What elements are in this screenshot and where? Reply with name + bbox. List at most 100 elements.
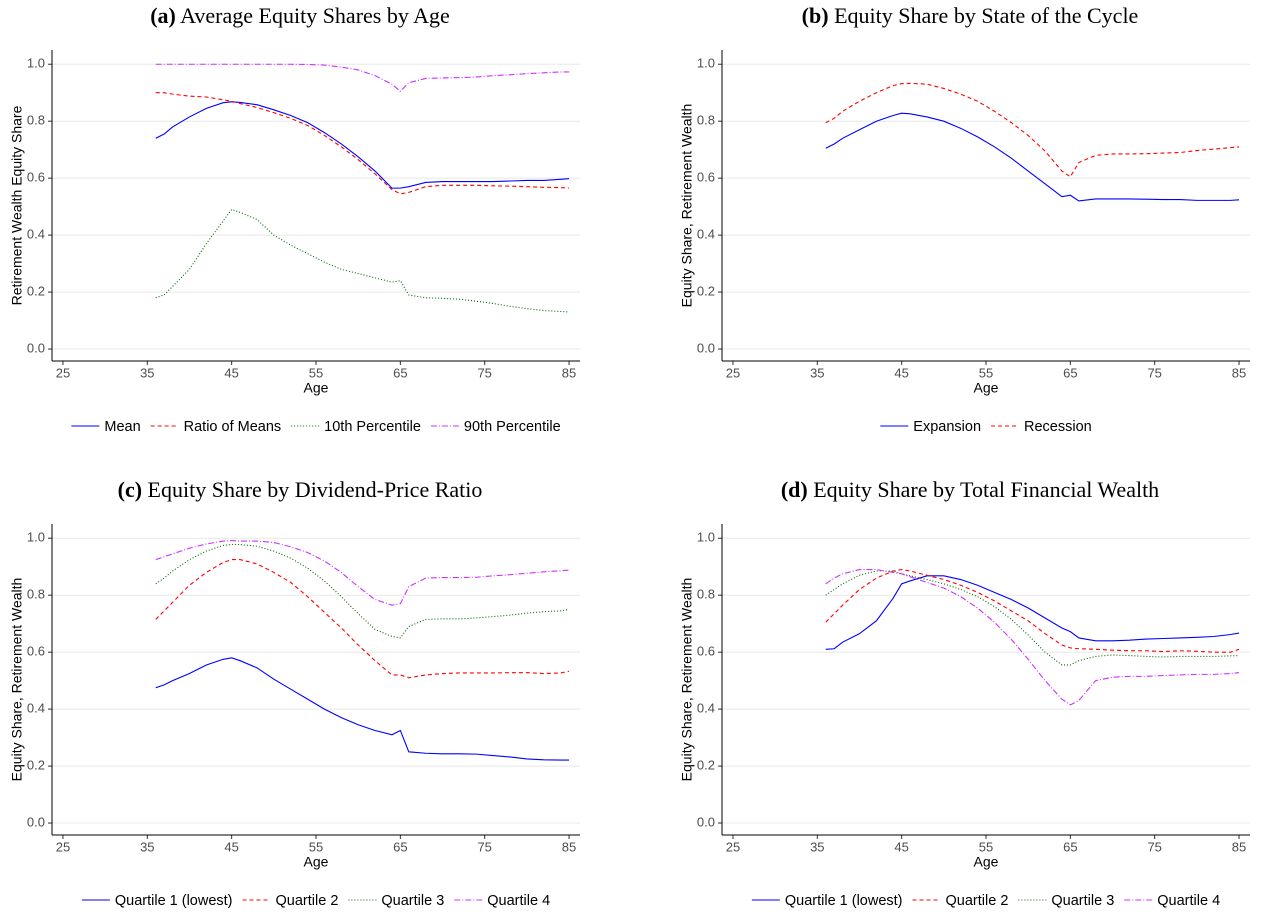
x-tick-label: 45 xyxy=(224,365,238,380)
legend: Quartile 1 (lowest) Quartile 2 Quartile 3 Q… xyxy=(81,893,550,909)
series-line xyxy=(825,569,1240,653)
y-tick-label: 0.8 xyxy=(697,113,715,128)
panel-label: (c) xyxy=(118,477,142,502)
x-axis-label: Age xyxy=(974,380,999,396)
x-tick-label: 55 xyxy=(309,839,323,854)
x-tick-label: 45 xyxy=(224,839,238,854)
panel: (a) Average Equity Shares by Age 0.0 0.2 0.… xyxy=(9,3,580,435)
x-tick-label: 55 xyxy=(309,365,323,380)
series-line xyxy=(155,559,570,679)
x-tick-label: 75 xyxy=(1147,365,1161,380)
x-tick-label: 65 xyxy=(393,365,407,380)
y-tick-label: 1.0 xyxy=(697,56,715,71)
panel: (b) Equity Share by State of the Cycle 0.… xyxy=(679,3,1250,435)
panel-title-text: Equity Share by Dividend-Price Ratio xyxy=(148,477,483,502)
x-tick-label: 85 xyxy=(1232,839,1246,854)
x-axis-label: Age xyxy=(304,380,329,396)
x-tick-label: 65 xyxy=(1063,365,1077,380)
panel-title-text: Equity Share by Total Financial Wealth xyxy=(813,477,1159,502)
y-tick-label: 0.0 xyxy=(697,814,715,829)
series-line xyxy=(155,63,570,93)
y-tick-label: 0.6 xyxy=(697,170,715,185)
y-tick-label: 0.4 xyxy=(697,227,715,242)
x-tick-label: 35 xyxy=(810,839,824,854)
y-tick-label: 0.2 xyxy=(27,758,45,773)
series-line xyxy=(155,657,570,761)
legend-label: Recession xyxy=(1024,419,1092,435)
x-tick-label: 85 xyxy=(562,365,576,380)
y-tick-label: 1.0 xyxy=(697,530,715,545)
panel-title: (b) Equity Share by State of the Cycle xyxy=(802,3,1139,28)
legend-label: 90th Percentile xyxy=(464,419,561,435)
legend-label: Quartile 3 xyxy=(1051,893,1114,909)
series-line xyxy=(825,575,1240,650)
x-tick-label: 25 xyxy=(56,365,70,380)
y-axis-label: Retirement Wealth Equity Share xyxy=(9,105,25,305)
x-tick-label: 25 xyxy=(56,839,70,854)
x-tick-label: 25 xyxy=(726,839,740,854)
y-tick-label: 0.0 xyxy=(697,340,715,355)
x-tick-label: 35 xyxy=(810,365,824,380)
y-tick-label: 0.0 xyxy=(27,814,45,829)
y-tick-label: 1.0 xyxy=(27,56,45,71)
x-tick-label: 55 xyxy=(979,365,993,380)
series-line xyxy=(155,543,570,639)
series-line xyxy=(825,569,1240,706)
series-line xyxy=(825,112,1240,202)
x-axis-label: Age xyxy=(304,854,329,870)
x-tick-label: 25 xyxy=(726,365,740,380)
x-tick-label: 85 xyxy=(1232,365,1246,380)
y-tick-label: 0.8 xyxy=(27,113,45,128)
y-tick-label: 0.6 xyxy=(27,170,45,185)
panel-label: (d) xyxy=(781,477,808,502)
panel: (d) Equity Share by Total Financial Weal… xyxy=(679,477,1250,909)
legend-label: Expansion xyxy=(913,419,981,435)
x-tick-label: 45 xyxy=(894,839,908,854)
panel-title-text: Equity Share by State of the Cycle xyxy=(834,3,1138,28)
x-tick-label: 65 xyxy=(1063,839,1077,854)
y-tick-label: 0.4 xyxy=(27,701,45,716)
legend-label: Mean xyxy=(104,419,140,435)
x-tick-label: 65 xyxy=(393,839,407,854)
y-tick-label: 0.4 xyxy=(697,701,715,716)
panel-label: (b) xyxy=(802,3,829,28)
y-tick-label: 0.4 xyxy=(27,227,45,242)
y-tick-label: 0.2 xyxy=(27,284,45,299)
legend-label: Ratio of Means xyxy=(184,419,282,435)
y-tick-label: 0.0 xyxy=(27,340,45,355)
y-axis-label: Equity Share, Retirement Wealth xyxy=(9,578,25,782)
panel: (c) Equity Share by Dividend-Price Ratio… xyxy=(9,477,580,909)
x-tick-label: 45 xyxy=(894,365,908,380)
y-tick-label: 0.6 xyxy=(27,644,45,659)
legend-label: Quartile 3 xyxy=(381,893,444,909)
legend-label: Quartile 4 xyxy=(487,893,550,909)
panel-title: (a) Average Equity Shares by Age xyxy=(150,3,450,28)
legend-label: 10th Percentile xyxy=(324,419,421,435)
y-tick-label: 0.2 xyxy=(697,284,715,299)
x-tick-label: 75 xyxy=(477,839,491,854)
panel-label: (a) xyxy=(150,3,176,28)
series-line xyxy=(155,539,570,606)
legend-label: Quartile 1 (lowest) xyxy=(785,893,903,909)
series-line xyxy=(155,101,570,189)
legend-label: Quartile 4 xyxy=(1157,893,1220,909)
y-tick-label: 1.0 xyxy=(27,530,45,545)
panel-title-text: Average Equity Shares by Age xyxy=(180,3,450,28)
x-tick-label: 35 xyxy=(140,839,154,854)
y-axis-label: Equity Share, Retirement Wealth xyxy=(679,104,695,308)
x-tick-label: 75 xyxy=(477,365,491,380)
y-axis-label: Equity Share, Retirement Wealth xyxy=(679,578,695,782)
series-line xyxy=(155,92,570,195)
y-tick-label: 0.8 xyxy=(697,587,715,602)
y-tick-label: 0.6 xyxy=(697,644,715,659)
legend: Expansion Recession xyxy=(880,419,1092,435)
legend-label: Quartile 2 xyxy=(276,893,339,909)
y-tick-label: 0.8 xyxy=(27,587,45,602)
legend: Quartile 1 (lowest) Quartile 2 Quartile 3 Q… xyxy=(751,893,1220,909)
x-tick-label: 85 xyxy=(562,839,576,854)
x-tick-label: 75 xyxy=(1147,839,1161,854)
x-tick-label: 35 xyxy=(140,365,154,380)
series-line xyxy=(155,208,570,313)
legend-label: Quartile 2 xyxy=(946,893,1009,909)
panel-title: (c) Equity Share by Dividend-Price Ratio xyxy=(118,477,483,502)
